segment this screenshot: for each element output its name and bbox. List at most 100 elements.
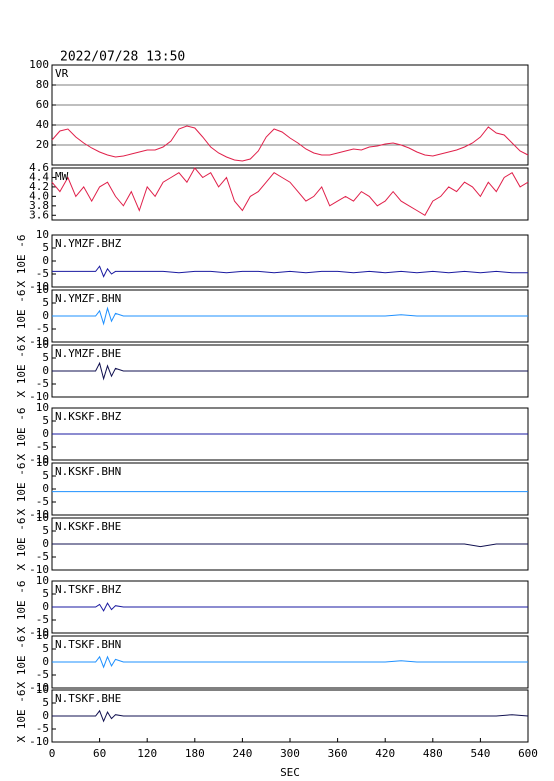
page-title: 2022/07/28 13:50 [60, 50, 185, 65]
y-tick-label: 5 [42, 642, 49, 655]
x-tick-label: 360 [328, 747, 348, 760]
y-tick-label: 10 [36, 401, 49, 414]
panel-label: MW [55, 170, 69, 183]
y-axis-label: X 10E -6 [15, 235, 28, 288]
y-tick-label: 0 [42, 364, 49, 377]
y-tick-label: -10 [29, 390, 49, 403]
y-tick-label: 5 [42, 351, 49, 364]
y-tick-label: 0 [42, 427, 49, 440]
y-tick-label: -5 [36, 613, 49, 626]
y-tick-label: 10 [36, 456, 49, 469]
y-tick-label: 0 [42, 709, 49, 722]
y-tick-label: 3.6 [29, 208, 49, 221]
trace-line [52, 709, 529, 723]
y-tick-label: 5 [42, 587, 49, 600]
x-tick-label: 180 [185, 747, 205, 760]
y-tick-label: 5 [42, 469, 49, 482]
y-tick-label: 5 [42, 524, 49, 537]
y-tick-label: 5 [42, 696, 49, 709]
y-axis-label: X 10E -6 [15, 581, 28, 634]
x-tick-label: 480 [423, 747, 443, 760]
trace-line [52, 361, 528, 381]
y-tick-label: -5 [36, 377, 49, 390]
trace-line [52, 602, 528, 612]
y-tick-label: 10 [36, 574, 49, 587]
panel-label: N.KSKF.BHE [55, 520, 121, 533]
y-axis-label: X 10E -6 [15, 408, 28, 461]
y-tick-label: 4.0 [29, 189, 49, 202]
trace-line [51, 167, 529, 216]
y-tick-label: 5 [42, 296, 49, 309]
y-tick-label: 80 [36, 78, 49, 91]
y-tick-label: 4.4 [29, 170, 49, 183]
trace-line [52, 306, 528, 326]
y-tick-label: 60 [36, 98, 49, 111]
y-tick-label: 0 [42, 482, 49, 495]
y-tick-label: -10 [29, 453, 49, 466]
panel-label: N.YMZF.BHE [55, 347, 121, 360]
panel-label: N.YMZF.BHN [55, 292, 121, 305]
y-axis-label: X 10E -6 [15, 290, 28, 343]
y-tick-label: -10 [29, 508, 49, 521]
y-tick-label: -10 [29, 280, 49, 293]
x-tick-label: 600 [518, 747, 538, 760]
y-tick-label: -5 [36, 440, 49, 453]
y-tick-label: -10 [29, 335, 49, 348]
y-tick-label: 10 [36, 228, 49, 241]
y-tick-label: -5 [36, 322, 49, 335]
y-tick-label: -5 [36, 550, 49, 563]
y-tick-label: -10 [29, 626, 49, 639]
y-tick-label: 10 [36, 511, 49, 524]
panel-label: N.TSKF.BHN [55, 638, 121, 651]
y-axis-label: X 10E -6 [15, 463, 28, 516]
y-tick-label: 0 [42, 254, 49, 267]
y-tick-label: 0 [42, 600, 49, 613]
y-tick-label: 0 [42, 537, 49, 550]
y-axis-label: X 10E -6 [15, 690, 28, 743]
y-tick-label: 10 [36, 338, 49, 351]
x-tick-label: 300 [280, 747, 300, 760]
panel-frame [51, 234, 529, 288]
panel-label: N.KSKF.BHN [55, 465, 121, 478]
y-axis-label: X 10E -6 [15, 518, 28, 571]
panel-frame [51, 167, 529, 221]
x-tick-label: 0 [49, 747, 56, 760]
y-tick-label: 5 [42, 241, 49, 254]
y-tick-label: -5 [36, 267, 49, 280]
y-axis-label: X 10E -6 [15, 345, 28, 398]
x-tick-label: 540 [470, 747, 490, 760]
trace-line [52, 543, 528, 548]
y-tick-label: 4.2 [29, 180, 49, 193]
y-tick-label: 0 [42, 309, 49, 322]
panel-label: N.KSKF.BHZ [55, 410, 122, 423]
panel-label: VR [55, 67, 69, 80]
x-axis-label: SEC [280, 766, 300, 779]
x-tick-label: 420 [375, 747, 395, 760]
x-tick-label: 60 [93, 747, 106, 760]
y-tick-label: -10 [29, 563, 49, 576]
y-tick-label: 10 [36, 683, 49, 696]
y-tick-label: 10 [36, 629, 49, 642]
y-tick-label: 100 [29, 58, 49, 71]
y-tick-label: 10 [36, 283, 49, 296]
y-tick-label: 40 [36, 118, 49, 131]
panel-frame [51, 462, 529, 516]
y-tick-label: -5 [36, 722, 49, 735]
y-tick-label: 4.6 [29, 161, 49, 174]
y-tick-label: 20 [36, 138, 49, 151]
y-tick-label: -5 [36, 668, 49, 681]
y-axis-label: X 10E -6 [15, 636, 28, 689]
y-tick-label: 3.8 [29, 199, 49, 212]
trace-line [51, 125, 529, 162]
y-tick-label: -10 [29, 681, 49, 694]
panel-label: N.TSKF.BHE [55, 692, 121, 705]
panel-label: N.TSKF.BHZ [55, 583, 122, 596]
y-tick-label: 0 [42, 655, 49, 668]
x-tick-label: 120 [137, 747, 157, 760]
panel-label: N.YMZF.BHZ [55, 237, 122, 250]
y-tick-label: -10 [29, 735, 49, 748]
trace-line [52, 655, 528, 669]
x-tick-label: 240 [232, 747, 252, 760]
y-tick-label: 5 [42, 414, 49, 427]
